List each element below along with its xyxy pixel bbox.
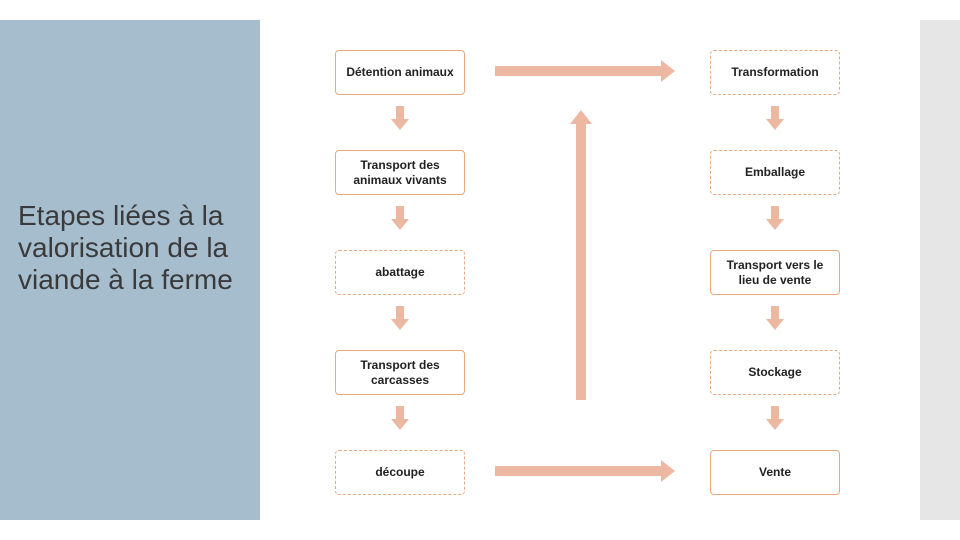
arrow-right-icon — [495, 460, 675, 482]
arrow-down-icon — [391, 106, 409, 130]
arrow-down-icon — [766, 206, 784, 230]
flow-node: Vente — [710, 450, 840, 495]
page-title: Etapes liées à la valorisation de la via… — [18, 200, 258, 297]
flow-node: Stockage — [710, 350, 840, 395]
arrow-down-icon — [391, 406, 409, 430]
arrow-down-icon — [391, 306, 409, 330]
flow-node: Transport des carcasses — [335, 350, 465, 395]
flow-node: Transport des animaux vivants — [335, 150, 465, 195]
arrow-down-icon — [766, 406, 784, 430]
flow-node: Emballage — [710, 150, 840, 195]
flow-node: Transport vers le lieu de vente — [710, 250, 840, 295]
flow-node: découpe — [335, 450, 465, 495]
flow-node: Transformation — [710, 50, 840, 95]
arrow-down-icon — [766, 106, 784, 130]
arrow-down-icon — [391, 206, 409, 230]
flow-node: abattage — [335, 250, 465, 295]
flow-node: Détention animaux — [335, 50, 465, 95]
rightbar-accent — [920, 20, 960, 520]
arrow-down-icon — [766, 306, 784, 330]
arrow-right-icon — [495, 60, 675, 82]
arrow-up-icon — [570, 110, 592, 400]
